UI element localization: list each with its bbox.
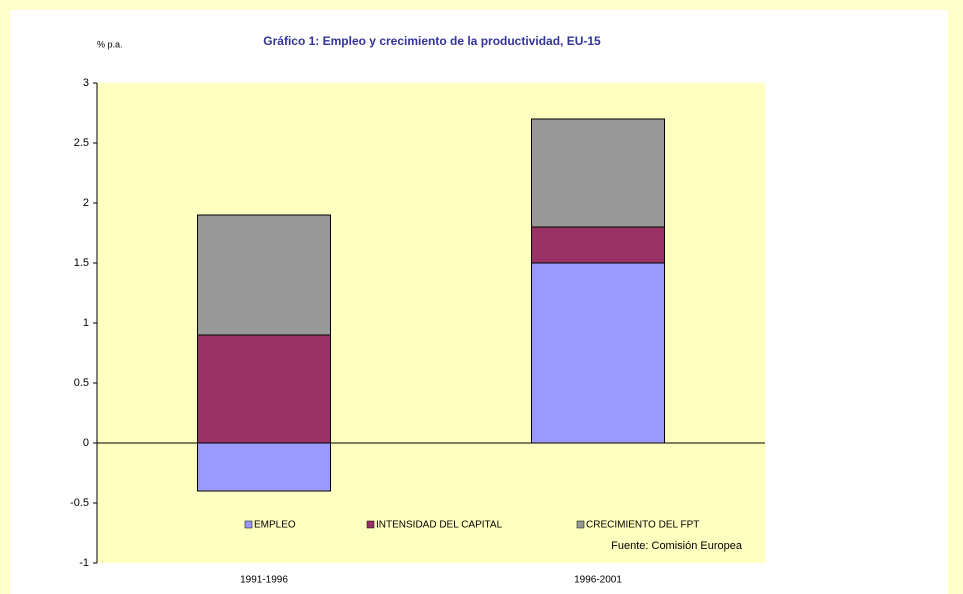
bar-segment	[531, 118, 665, 228]
legend-label: CRECIMIENTO DEL FPT	[586, 520, 699, 531]
legend-label: INTENSIDAD DEL CAPITAL	[376, 520, 503, 531]
bar-segment	[531, 226, 665, 264]
y-tick-label: -0.5	[70, 497, 89, 509]
bar-segment	[197, 334, 331, 444]
y-tick-label: 1	[83, 317, 89, 329]
y-tick-label: 2	[83, 197, 89, 209]
y-tick-label: 0	[83, 437, 89, 449]
legend-swatch	[366, 520, 375, 529]
bar-segment	[531, 262, 665, 444]
x-tick-label: 1996-2001	[574, 575, 622, 586]
y-tick-label: 0.5	[74, 377, 89, 389]
bar-segment	[197, 442, 331, 492]
y-tick-label: -1	[79, 557, 89, 569]
x-tick-label: 1991-1996	[240, 575, 288, 586]
y-tick-label: 2.5	[74, 137, 89, 149]
source: Fuente: Comisión Europea	[611, 540, 743, 552]
legend-swatch	[576, 520, 585, 529]
y-tick-label: 3	[83, 77, 89, 89]
legend-swatch	[244, 520, 253, 529]
unit-label: % p.a.	[97, 39, 123, 49]
y-tick-label: 1.5	[74, 257, 89, 269]
legend-label: EMPLEO	[254, 520, 296, 531]
bar-segment	[197, 214, 331, 336]
chart-title: Gráfico 1: Empleo y crecimiento de la pr…	[263, 34, 601, 48]
